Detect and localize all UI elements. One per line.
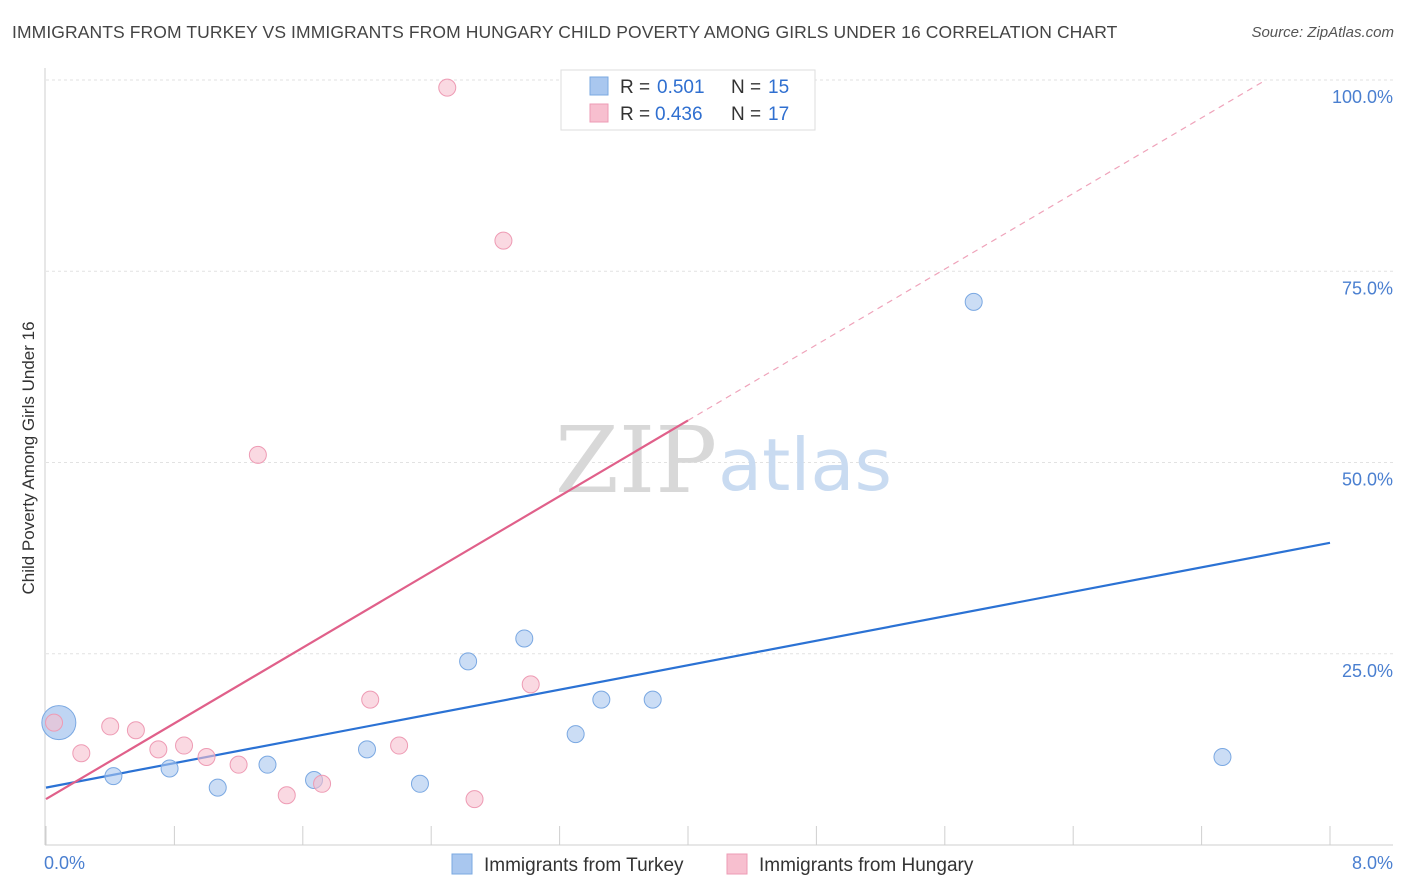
- trend-line-extension-hungary: [687, 79, 1267, 421]
- point-hungary-14: [465, 790, 484, 809]
- point-hungary-16: [521, 675, 540, 694]
- watermark-zip: ZIP: [555, 407, 717, 514]
- point-turkey-9: [515, 629, 534, 648]
- legend: R = 0.501 N = 15 R = 0.436 N = 17: [560, 69, 816, 131]
- legend-n-label-hungary: N =: [731, 104, 761, 125]
- bottom-legend-label-turkey: Immigrants from Turkey: [484, 855, 684, 876]
- y-tick-label-50: 50.0%: [1342, 470, 1393, 490]
- x-tick-labels: 0.0% 8.0%: [44, 853, 1393, 873]
- point-hungary-13: [438, 78, 457, 97]
- watermark: ZIP atlas: [555, 407, 892, 514]
- point-turkey-14: [1213, 748, 1232, 767]
- legend-r-label-hungary: R =: [620, 104, 650, 125]
- point-turkey-10: [566, 725, 585, 744]
- legend-r-label-turkey: R =: [620, 77, 650, 98]
- legend-swatch-hungary: [589, 103, 609, 123]
- y-tick-labels: 100.0% 75.0% 50.0% 25.0%: [1332, 87, 1393, 681]
- legend-n-value-turkey: 15: [768, 77, 789, 98]
- x-tick-label-right: 8.0%: [1352, 853, 1393, 873]
- point-hungary-0: [45, 713, 64, 732]
- point-hungary-8: [248, 445, 267, 464]
- point-hungary-4: [149, 740, 168, 759]
- point-hungary-2: [101, 717, 120, 736]
- y-axis-label: Child Poverty Among Girls Under 16: [19, 321, 38, 594]
- bottom-legend-swatch-hungary: [726, 853, 748, 875]
- point-turkey-4: [258, 755, 277, 774]
- watermark-atlas: atlas: [718, 423, 892, 507]
- point-turkey-12: [643, 690, 662, 709]
- data-points: [41, 78, 1232, 809]
- bottom-legend-label-hungary: Immigrants from Hungary: [759, 855, 974, 876]
- axes: [44, 68, 1393, 846]
- bottom-legend-swatch-turkey: [451, 853, 473, 875]
- point-hungary-9: [277, 786, 296, 805]
- point-turkey-3: [208, 778, 227, 797]
- legend-n-label-turkey: N =: [731, 77, 761, 98]
- trend-line-turkey: [45, 541, 1331, 789]
- chart-title: IMMIGRANTS FROM TURKEY VS IMMIGRANTS FRO…: [12, 22, 1118, 42]
- point-turkey-11: [592, 690, 611, 709]
- y-tick-label-100: 100.0%: [1332, 87, 1393, 107]
- point-hungary-5: [175, 736, 194, 755]
- trend-line-hungary: [45, 419, 689, 801]
- point-turkey-8: [459, 652, 478, 671]
- point-hungary-11: [361, 690, 380, 709]
- point-turkey-6: [358, 740, 376, 759]
- point-turkey-13: [964, 292, 983, 311]
- point-hungary-12: [390, 736, 409, 755]
- legend-r-value-hungary: 0.436: [655, 104, 703, 125]
- y-tick-label-25: 25.0%: [1342, 661, 1393, 681]
- point-hungary-6: [197, 748, 216, 767]
- legend-swatch-turkey: [589, 76, 609, 96]
- point-hungary-15: [494, 231, 513, 250]
- trend-lines: [45, 79, 1331, 801]
- point-turkey-1: [104, 767, 123, 786]
- x-tick-label-left: 0.0%: [44, 853, 85, 873]
- point-turkey-2: [160, 759, 179, 778]
- source-credit: Source: ZipAtlas.com: [1251, 24, 1394, 41]
- y-tick-label-75: 75.0%: [1342, 278, 1393, 298]
- point-hungary-3: [126, 721, 145, 740]
- legend-r-value-turkey: 0.501: [657, 77, 705, 98]
- point-hungary-7: [229, 755, 248, 774]
- point-hungary-10: [313, 774, 332, 793]
- gridlines: [46, 79, 1393, 655]
- legend-n-value-hungary: 17: [768, 104, 789, 125]
- point-turkey-7: [410, 774, 429, 793]
- point-hungary-1: [72, 744, 91, 763]
- bottom-legend: Immigrants from Turkey Immigrants from H…: [451, 853, 974, 876]
